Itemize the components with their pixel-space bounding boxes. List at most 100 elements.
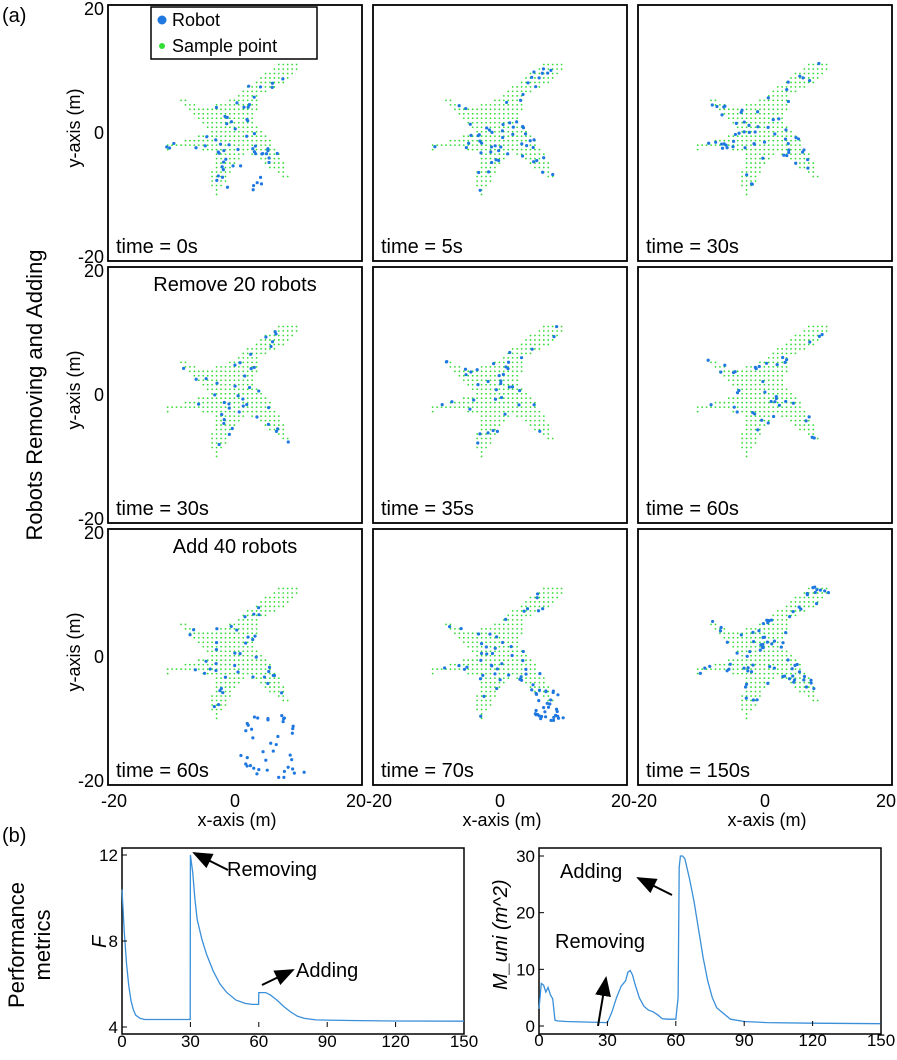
robot-point [786, 99, 791, 104]
sample-point [246, 645, 249, 648]
sample-point [511, 94, 514, 97]
robot-point [248, 764, 253, 768]
sample-point [511, 388, 514, 391]
sample-point [511, 383, 514, 386]
sample-point [529, 81, 532, 84]
sample-point [211, 108, 214, 111]
sample-point [816, 437, 819, 440]
sample-point [282, 81, 285, 84]
sample-point [215, 153, 218, 156]
robot-point [182, 366, 186, 370]
sample-point [803, 690, 806, 693]
sample-point [489, 695, 492, 697]
sample-point [759, 632, 761, 635]
sample-point [282, 587, 285, 590]
robot-point [214, 105, 219, 110]
sample-point [277, 690, 280, 693]
sample-point [776, 406, 779, 409]
sample-point [260, 605, 262, 608]
sample-point [807, 424, 810, 426]
robot-point [490, 160, 494, 165]
sample-point [277, 592, 280, 594]
sample-point [197, 135, 200, 138]
sample-point [286, 592, 289, 594]
sample-point [502, 397, 505, 400]
sample-point [498, 650, 501, 653]
sample-point [476, 144, 479, 147]
sample-point [502, 632, 505, 635]
sample-point [534, 153, 536, 156]
sample-point [556, 587, 559, 590]
sample-point [246, 610, 249, 612]
sample-point [745, 401, 748, 404]
sample-point [719, 108, 721, 111]
sample-point [291, 596, 294, 599]
sample-point [454, 139, 456, 142]
robot-point [791, 610, 795, 614]
scatter-panel: time = 30s [637, 4, 893, 262]
sample-point [794, 343, 797, 346]
sample-point [794, 401, 797, 404]
sample-point [220, 704, 222, 706]
sample-point [825, 68, 828, 70]
sample-point [520, 365, 523, 368]
sample-point [494, 419, 496, 422]
sample-point [750, 392, 752, 395]
sample-point [750, 641, 752, 644]
sample-point [494, 424, 496, 426]
sample-point [785, 614, 788, 617]
sample-point [282, 68, 285, 70]
robot-point [249, 352, 253, 356]
sample-point [701, 406, 704, 409]
robot-point [714, 140, 718, 144]
sample-point [436, 406, 439, 409]
sample-point [220, 103, 222, 106]
sample-point [821, 330, 824, 332]
sample-point [803, 601, 806, 603]
robot-point [814, 602, 819, 606]
sample-point [485, 704, 487, 706]
y-axis-label-row3: y-axis (m) [64, 613, 84, 692]
sample-point [260, 601, 262, 603]
robot-point [766, 681, 770, 685]
sample-point [224, 641, 227, 644]
robot-point [290, 731, 294, 735]
sample-point [767, 139, 770, 142]
robot-point [229, 120, 234, 124]
sample-point [295, 587, 298, 590]
sample-point [471, 144, 474, 147]
sample-point [498, 681, 501, 684]
sample-point [291, 325, 294, 328]
robot-point [698, 671, 702, 675]
legend-robot-marker [157, 15, 167, 25]
sample-point [286, 330, 289, 332]
sample-point [229, 157, 231, 160]
sample-point [794, 672, 797, 675]
sample-point [736, 126, 739, 129]
sample-point [754, 406, 757, 409]
sample-point [741, 663, 744, 666]
sample-point [785, 654, 788, 657]
sample-point [776, 668, 779, 671]
sample-point [790, 663, 792, 666]
sample-point [745, 659, 748, 662]
sample-point [449, 361, 452, 364]
sample-point [485, 650, 487, 653]
sample-point [229, 99, 231, 102]
sample-point [255, 343, 258, 346]
sample-point [480, 175, 483, 178]
sample-point [485, 383, 487, 386]
sample-point [520, 672, 523, 675]
sample-point [821, 596, 824, 599]
sample-point [211, 171, 214, 173]
sample-point [821, 592, 824, 594]
robot-point [479, 641, 484, 646]
robot-point [781, 641, 785, 645]
sample-point [525, 130, 527, 133]
sample-point [812, 699, 815, 702]
sample-point [277, 419, 280, 422]
sample-point [467, 112, 470, 115]
sample-point [511, 392, 514, 395]
sample-point [776, 641, 779, 644]
sample-point [282, 325, 285, 328]
